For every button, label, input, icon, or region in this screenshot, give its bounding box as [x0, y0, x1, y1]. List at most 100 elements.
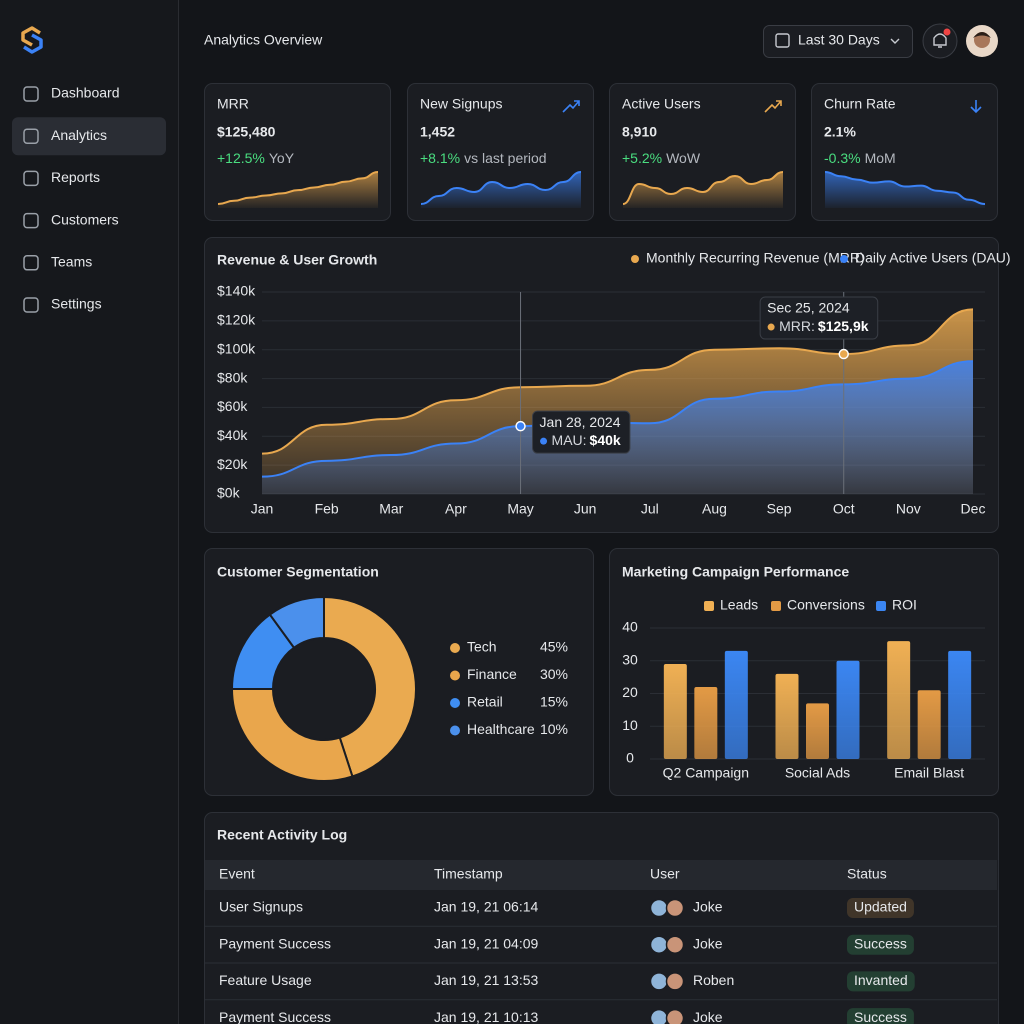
notifications-button[interactable] — [922, 23, 958, 59]
x-tick-label: Feb — [315, 501, 339, 517]
kpi-card — [407, 83, 594, 221]
nav-label: Reports — [51, 169, 100, 185]
legend-label: Finance — [467, 666, 517, 682]
x-tick-label: Sep — [767, 501, 792, 517]
table-header-bg — [205, 860, 997, 890]
y-tick-label: $0k — [217, 485, 241, 501]
legend-swatch — [876, 601, 886, 611]
legend-swatch — [450, 643, 460, 653]
sparkline-area — [421, 172, 581, 208]
table-title: Recent Activity Log — [217, 827, 347, 843]
legend-swatch — [450, 670, 460, 681]
kpi-period: vs last period — [464, 150, 546, 166]
highlight-point — [838, 348, 849, 360]
user-avatar — [649, 935, 669, 954]
kpi-label: Active Users — [622, 96, 701, 112]
donut-segment — [268, 595, 325, 650]
x-tick-label: Q2 Campaign — [663, 765, 749, 781]
tooltip: Sec 25, 2024 MRR: $125,9k — [759, 296, 879, 340]
y-tick-label: $60k — [217, 398, 248, 414]
y-tick-label: 0 — [626, 750, 634, 766]
tooltip-value: $40k — [590, 432, 621, 448]
y-tick-label: $120k — [217, 312, 256, 328]
user-avatar — [665, 972, 685, 991]
kpi-label: New Signups — [420, 96, 503, 112]
date-range-button[interactable]: Last 30 Days — [763, 25, 913, 58]
tooltip-date: Sec 25, 2024 — [767, 300, 850, 316]
nav-item[interactable]: Teams — [23, 254, 92, 271]
legend-value: 15% — [540, 694, 568, 710]
x-tick-label: Nov — [896, 501, 921, 517]
kpi-label: MRR — [217, 96, 249, 112]
column-header: Status — [847, 866, 887, 882]
y-tick-label: $80k — [217, 369, 248, 385]
kpi-change: +5.2% — [622, 150, 662, 166]
x-tick-label: Jun — [574, 501, 597, 517]
legend-value: 45% — [540, 639, 568, 655]
legend-swatch — [840, 255, 848, 263]
kpi-period: YoY — [269, 150, 295, 166]
cell-user: Joke — [693, 935, 723, 951]
tooltip-swatch — [540, 437, 548, 445]
kpi-period: MoM — [865, 150, 896, 166]
highlight-point — [515, 420, 526, 432]
nav-item[interactable]: Reports — [23, 169, 100, 187]
calendar-icon — [775, 33, 790, 48]
kpi-change: +12.5% — [217, 150, 265, 166]
bar — [948, 650, 972, 759]
nav-item[interactable]: Dashboard — [23, 85, 120, 102]
legend-swatch — [631, 255, 639, 263]
nav-item[interactable]: Analytics — [12, 117, 166, 156]
status-label: Success — [854, 1009, 907, 1024]
bar — [836, 660, 860, 759]
kpi-change-line: +12.5% YoY — [217, 150, 295, 166]
nav-label: Customers — [51, 211, 119, 227]
tooltip: Jan 28, 2024 MAU: $40k — [532, 410, 631, 454]
legend-swatch — [450, 725, 460, 736]
nav-label: Analytics — [51, 127, 107, 143]
status-pill — [847, 934, 914, 955]
table-card — [204, 812, 999, 1024]
legend-swatch — [704, 601, 714, 611]
legend-swatch — [771, 601, 781, 611]
kpi-value: $125,480 — [217, 124, 276, 140]
nav-item[interactable]: Customers — [23, 211, 119, 229]
donut-segment — [230, 688, 354, 782]
status-label: Success — [854, 935, 907, 951]
sparkline — [217, 171, 379, 205]
legend-label: Tech — [467, 639, 497, 655]
tooltip-label: MAU: — [552, 432, 587, 448]
x-tick-label: Jan — [251, 501, 274, 517]
y-tick-label: 10 — [622, 717, 638, 733]
x-tick-label: Aug — [702, 501, 727, 517]
bar — [887, 641, 911, 759]
profile-avatar[interactable] — [966, 25, 998, 57]
x-tick-label: Social Ads — [785, 765, 850, 781]
bar — [917, 690, 941, 759]
x-tick-label: Dec — [961, 501, 986, 517]
page-title: Analytics Overview — [204, 32, 323, 48]
x-tick-label: Email Blast — [894, 765, 964, 781]
chevron — [890, 38, 900, 44]
user-avatar — [649, 1008, 669, 1024]
nav-icon — [23, 86, 39, 102]
cell-user: Joke — [693, 899, 723, 915]
status-pill — [847, 1008, 914, 1024]
kpi-value: 8,910 — [622, 124, 657, 140]
status-label: Updated — [854, 899, 907, 915]
user-avatar — [665, 1008, 685, 1024]
kpi-label: Churn Rate — [824, 96, 896, 112]
cell-event: Payment Success — [219, 1009, 331, 1024]
tooltip-label: MRR: — [779, 318, 815, 334]
bar — [724, 650, 748, 759]
legend-label: ROI — [892, 597, 917, 613]
kpi-change-line: +8.1% vs last period — [420, 150, 547, 166]
kpi-period: WoW — [666, 150, 701, 166]
nav-active-bg — [12, 117, 166, 156]
bell-badge — [943, 28, 951, 36]
sparkline — [824, 171, 986, 205]
tooltip-bg — [532, 410, 631, 454]
nav-item[interactable]: Settings — [23, 296, 102, 313]
tooltip-line: MAU: $40k — [552, 432, 621, 448]
y-tick-label: $40k — [217, 427, 248, 443]
